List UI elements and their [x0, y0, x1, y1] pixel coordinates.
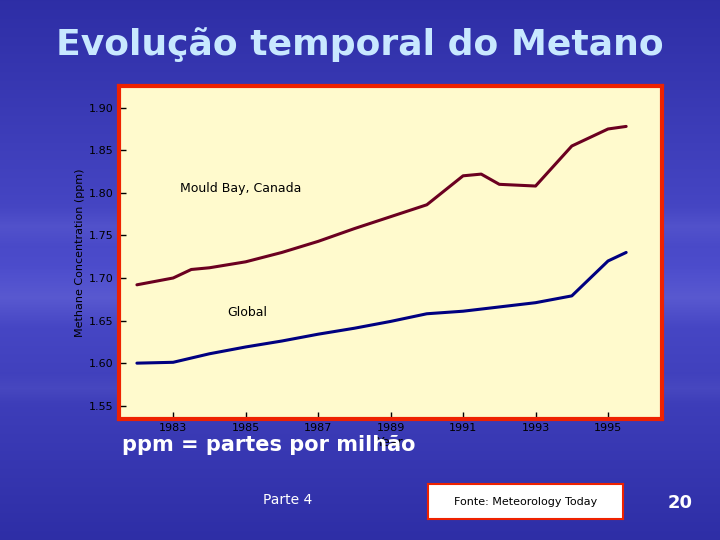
Text: ppm = partes por milhão: ppm = partes por milhão [122, 435, 416, 455]
Text: Mould Bay, Canada: Mould Bay, Canada [181, 182, 302, 195]
Text: Parte 4: Parte 4 [264, 492, 312, 507]
Text: Global: Global [228, 306, 268, 319]
Text: Evolução temporal do Metano: Evolução temporal do Metano [56, 27, 664, 62]
Text: 20: 20 [668, 494, 693, 512]
X-axis label: Year: Year [377, 436, 404, 449]
Y-axis label: Methane Concentration (ppm): Methane Concentration (ppm) [75, 168, 85, 337]
Text: Fonte: Meteorology Today: Fonte: Meteorology Today [454, 497, 597, 507]
